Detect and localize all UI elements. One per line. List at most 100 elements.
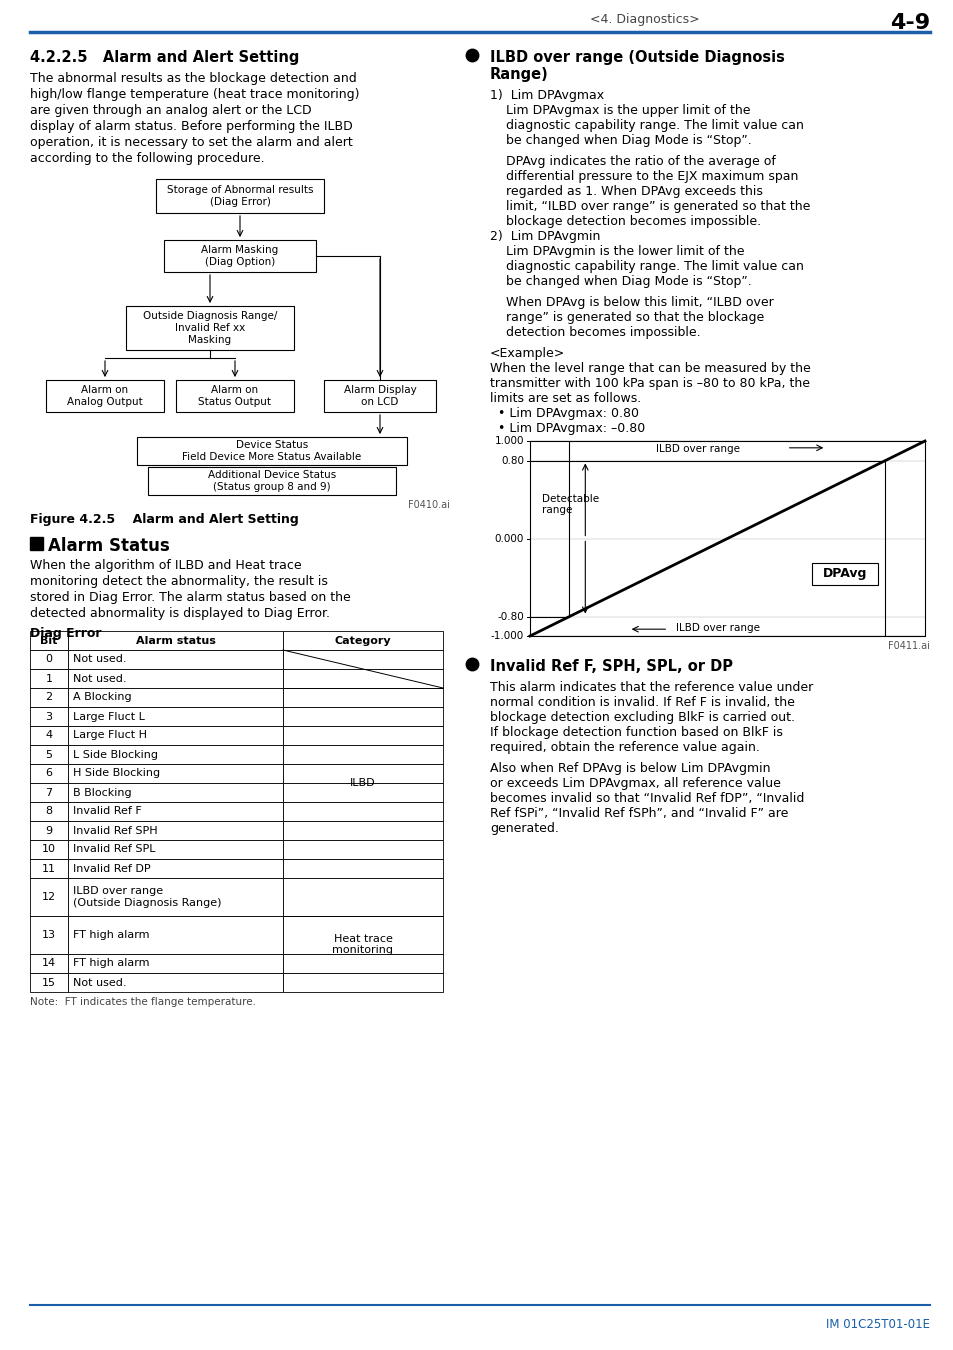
Text: 4-9: 4-9 (889, 14, 929, 32)
Bar (148, 467, 395, 495)
Text: F0410.ai: F0410.ai (408, 500, 450, 510)
Bar (68, 878, 283, 917)
Bar (283, 630, 442, 649)
Text: Alarm on
Analog Output: Alarm on Analog Output (67, 385, 143, 406)
Text: normal condition is invalid. If Ref F is invalid, the: normal condition is invalid. If Ref F is… (490, 697, 794, 709)
Bar (283, 688, 442, 707)
Text: generated.: generated. (490, 822, 558, 836)
Text: 7: 7 (46, 787, 52, 798)
Text: Note:  FT indicates the flange temperature.: Note: FT indicates the flange temperatur… (30, 998, 255, 1007)
Bar (30, 649, 68, 670)
Text: Invalid Ref F, SPH, SPL, or DP: Invalid Ref F, SPH, SPL, or DP (490, 659, 732, 674)
Text: 1: 1 (46, 674, 52, 683)
Bar (164, 240, 315, 271)
Text: detection becomes impossible.: detection becomes impossible. (490, 325, 700, 339)
Text: 15: 15 (42, 977, 56, 987)
Bar (68, 973, 283, 992)
Text: Storage of Abnormal results
(Diag Error): Storage of Abnormal results (Diag Error) (167, 185, 313, 207)
Bar (283, 840, 442, 859)
Text: diagnostic capability range. The limit value can: diagnostic capability range. The limit v… (490, 119, 803, 132)
Text: Alarm Status: Alarm Status (48, 537, 170, 555)
Text: <4. Diagnostics>: <4. Diagnostics> (589, 14, 699, 26)
Bar (283, 821, 442, 840)
Text: 2)  Lim DPAvgmin: 2) Lim DPAvgmin (490, 230, 599, 243)
Text: 11: 11 (42, 864, 56, 873)
Text: Outside Diagnosis Range/
Invalid Ref xx
Masking: Outside Diagnosis Range/ Invalid Ref xx … (143, 312, 277, 344)
Bar (283, 802, 442, 821)
Bar (30, 726, 68, 745)
Text: Range): Range) (490, 68, 548, 82)
Text: Invalid Ref SPL: Invalid Ref SPL (73, 845, 155, 855)
Text: If blockage detection function based on BlkF is: If blockage detection function based on … (490, 726, 782, 738)
Text: ILBD over range: ILBD over range (675, 624, 759, 633)
Text: stored in Diag Error. The alarm status based on the: stored in Diag Error. The alarm status b… (30, 591, 351, 603)
Bar (156, 180, 324, 213)
Text: blockage detection becomes impossible.: blockage detection becomes impossible. (490, 215, 760, 228)
Bar (283, 954, 442, 973)
Text: F0411.ai: F0411.ai (887, 641, 929, 651)
Text: 9: 9 (46, 825, 52, 836)
Text: FT high alarm: FT high alarm (73, 930, 150, 940)
Bar (68, 707, 283, 726)
Text: 5: 5 (46, 749, 52, 760)
Text: differential pressure to the EJX maximum span: differential pressure to the EJX maximum… (490, 170, 798, 184)
Text: IM 01C25T01-01E: IM 01C25T01-01E (825, 1318, 929, 1331)
Text: <Example>: <Example> (490, 347, 565, 360)
Text: operation, it is necessary to set the alarm and alert: operation, it is necessary to set the al… (30, 136, 353, 148)
Text: ILBD over range
(Outside Diagnosis Range): ILBD over range (Outside Diagnosis Range… (73, 886, 221, 907)
Text: 3: 3 (46, 711, 52, 721)
Text: Invalid Ref DP: Invalid Ref DP (73, 864, 151, 873)
Text: Ref fSPi”, “Invalid Ref fSPh”, and “Invalid F” are: Ref fSPi”, “Invalid Ref fSPh”, and “Inva… (490, 807, 787, 819)
Bar (68, 954, 283, 973)
Text: -1.000: -1.000 (490, 630, 523, 641)
Text: Figure 4.2.5    Alarm and Alert Setting: Figure 4.2.5 Alarm and Alert Setting (30, 513, 298, 526)
Text: L Side Blocking: L Side Blocking (73, 749, 158, 760)
Bar (283, 973, 442, 992)
Bar (126, 306, 294, 350)
Text: be changed when Diag Mode is “Stop”.: be changed when Diag Mode is “Stop”. (490, 134, 751, 147)
Text: 14: 14 (42, 958, 56, 968)
Text: 13: 13 (42, 930, 56, 940)
Text: Alarm on
Status Output: Alarm on Status Output (198, 385, 272, 406)
Bar (283, 670, 442, 688)
Bar (283, 764, 442, 783)
Bar (68, 802, 283, 821)
Bar (283, 917, 442, 954)
Text: 0.80: 0.80 (500, 455, 523, 466)
Bar (68, 821, 283, 840)
Text: • Lim DPAvgmax: –0.80: • Lim DPAvgmax: –0.80 (490, 423, 644, 435)
Bar (68, 917, 283, 954)
Text: ILBD over range (Outside Diagnosis: ILBD over range (Outside Diagnosis (490, 50, 784, 65)
Text: DPAvg: DPAvg (822, 567, 866, 580)
Text: Alarm Masking
(Diag Option): Alarm Masking (Diag Option) (201, 246, 278, 267)
Bar (30, 670, 68, 688)
Bar (68, 649, 283, 670)
Bar (30, 802, 68, 821)
Text: monitoring detect the abnormality, the result is: monitoring detect the abnormality, the r… (30, 575, 328, 589)
Text: display of alarm status. Before performing the ILBD: display of alarm status. Before performi… (30, 120, 353, 134)
Bar (283, 649, 442, 670)
Text: limit, “ILBD over range” is generated so that the: limit, “ILBD over range” is generated so… (490, 200, 809, 213)
Text: diagnostic capability range. The limit value can: diagnostic capability range. The limit v… (490, 261, 803, 273)
Bar (812, 563, 878, 585)
Bar (283, 745, 442, 764)
Text: 0: 0 (46, 655, 52, 664)
Text: 1.000: 1.000 (494, 436, 523, 446)
Bar (283, 783, 442, 802)
Text: Bit: Bit (40, 636, 57, 645)
Bar (30, 707, 68, 726)
Bar (68, 726, 283, 745)
Bar (30, 917, 68, 954)
Text: 6: 6 (46, 768, 52, 779)
Bar (30, 859, 68, 878)
Bar (30, 973, 68, 992)
Text: 2: 2 (46, 693, 52, 702)
Text: Alarm Display
on LCD: Alarm Display on LCD (343, 385, 416, 406)
Text: Not used.: Not used. (73, 655, 127, 664)
Bar (30, 878, 68, 917)
Text: H Side Blocking: H Side Blocking (73, 768, 160, 779)
Bar (324, 379, 436, 412)
Bar (30, 783, 68, 802)
Bar (30, 840, 68, 859)
Bar (30, 821, 68, 840)
